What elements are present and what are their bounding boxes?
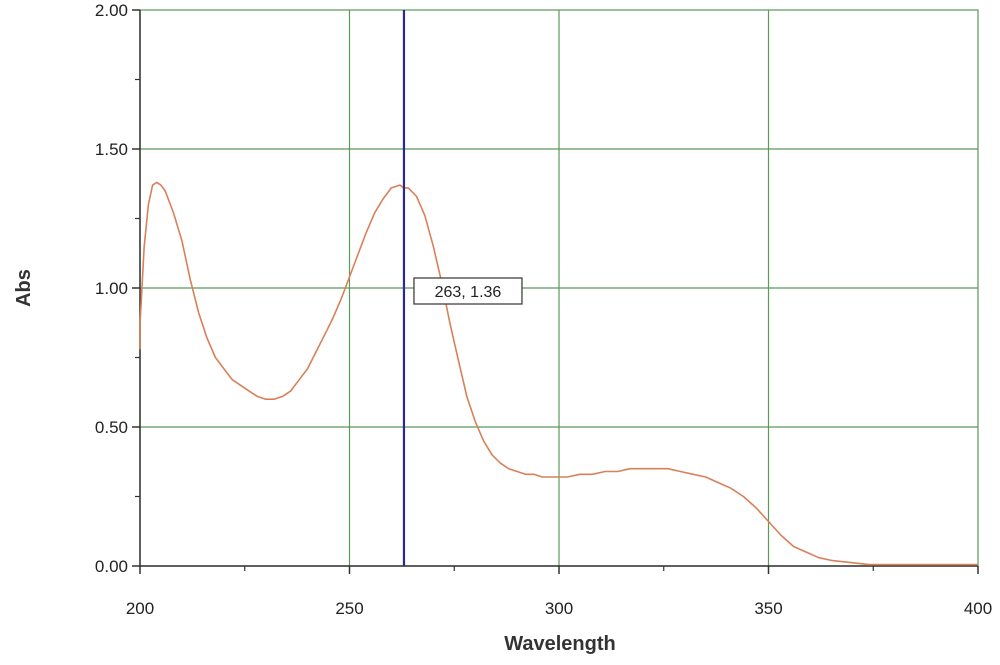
grid — [139, 9, 979, 567]
y-tick-label: 0.00 — [95, 557, 128, 576]
cursor-readout-label: 263, 1.36 — [435, 284, 502, 301]
y-tick-label: 1.00 — [95, 279, 128, 298]
x-tick-label: 300 — [545, 599, 573, 618]
y-tick-label: 2.00 — [95, 1, 128, 20]
y-axis-title: Abs — [13, 269, 35, 307]
x-tick-label: 350 — [754, 599, 782, 618]
x-tick-label: 400 — [964, 599, 992, 618]
axes: 200 250 300 350 400 0.00 0.50 1.00 1.50 2.00 — [95, 1, 992, 618]
labels: Wavelength Abs — [13, 269, 616, 655]
x-axis-title: Wavelength — [504, 633, 616, 655]
cursor-readout-box — [413, 277, 523, 305]
x-tick-label: 250 — [335, 599, 363, 618]
x-tick-label: 200 — [126, 599, 154, 618]
y-tick-label: 1.50 — [95, 140, 128, 159]
y-tick-label: 0.50 — [95, 418, 128, 437]
cursor-layer[interactable]: 263, 1.36 — [402, 10, 523, 566]
